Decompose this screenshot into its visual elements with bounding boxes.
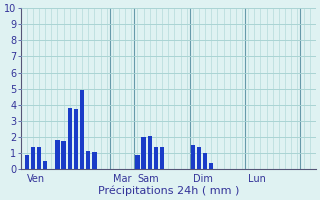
- Bar: [203, 153, 207, 169]
- Bar: [31, 147, 35, 169]
- Bar: [86, 151, 90, 169]
- Bar: [209, 163, 213, 169]
- Bar: [61, 141, 66, 169]
- Bar: [135, 155, 140, 169]
- X-axis label: Précipitations 24h ( mm ): Précipitations 24h ( mm ): [98, 185, 239, 196]
- Bar: [68, 108, 72, 169]
- Bar: [25, 155, 29, 169]
- Bar: [55, 140, 60, 169]
- Bar: [80, 90, 84, 169]
- Bar: [191, 145, 195, 169]
- Bar: [37, 147, 41, 169]
- Bar: [74, 109, 78, 169]
- Bar: [141, 137, 146, 169]
- Bar: [197, 147, 201, 169]
- Bar: [43, 161, 47, 169]
- Bar: [160, 147, 164, 169]
- Bar: [148, 136, 152, 169]
- Bar: [92, 152, 97, 169]
- Bar: [154, 147, 158, 169]
